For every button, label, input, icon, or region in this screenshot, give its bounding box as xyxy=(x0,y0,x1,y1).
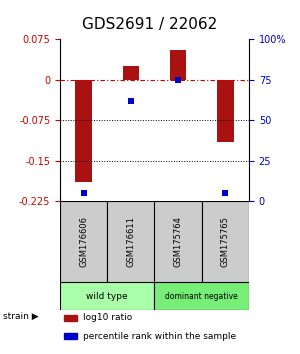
Bar xyxy=(75,80,92,182)
Bar xyxy=(154,201,202,282)
Text: GSM176606: GSM176606 xyxy=(79,216,88,267)
Bar xyxy=(107,201,154,282)
Text: strain ▶: strain ▶ xyxy=(3,312,39,321)
Point xyxy=(81,190,86,196)
Bar xyxy=(202,201,249,282)
Text: wild type: wild type xyxy=(86,292,128,301)
Point xyxy=(128,98,133,103)
Text: dominant negative: dominant negative xyxy=(165,292,238,301)
Bar xyxy=(217,80,234,142)
Bar xyxy=(64,333,77,339)
Bar xyxy=(154,282,249,310)
Text: GSM175765: GSM175765 xyxy=(221,216,230,267)
Point xyxy=(176,77,181,82)
Bar xyxy=(123,66,139,80)
Bar xyxy=(64,315,77,321)
Bar xyxy=(60,201,107,282)
Text: log10 ratio: log10 ratio xyxy=(83,313,132,322)
Text: GDS2691 / 22062: GDS2691 / 22062 xyxy=(82,17,218,32)
Bar xyxy=(60,282,154,310)
Text: GSM176611: GSM176611 xyxy=(126,216,135,267)
Bar xyxy=(170,50,186,80)
Point xyxy=(223,190,228,196)
Text: percentile rank within the sample: percentile rank within the sample xyxy=(83,332,236,341)
Text: GSM175764: GSM175764 xyxy=(174,216,183,267)
